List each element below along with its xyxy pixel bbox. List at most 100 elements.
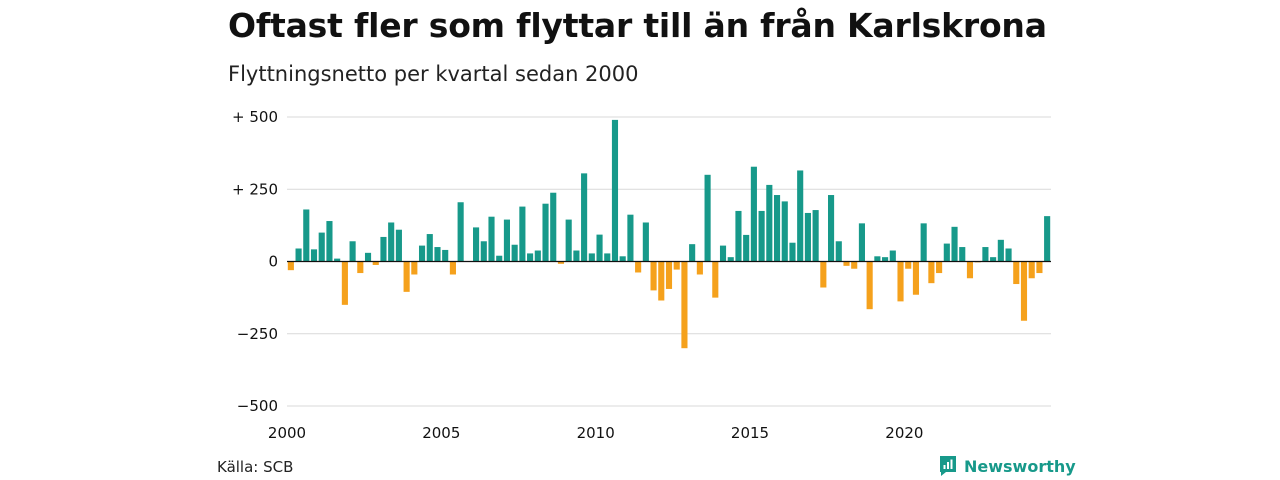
y-tick-label: + 250 [232,180,278,198]
bar-2003-Q4 [403,261,410,292]
bar-2004-Q3 [426,234,433,262]
y-tick-label: −250 [237,325,278,343]
bar-2021-Q3 [951,226,958,262]
bar-2009-Q3 [581,173,588,262]
bar-2023-Q3 [1013,261,1020,285]
bar-2013-Q1 [689,244,696,262]
bar-2011-Q2 [635,261,642,273]
bar-2003-Q3 [395,229,402,262]
bar-2008-Q1 [534,250,541,262]
chart-subtitle: Flyttningsnetto per kvartal sedan 2000 [228,62,639,86]
bar-2005-Q2 [449,261,456,275]
bar-2015-Q3 [766,184,773,262]
bar-2004-Q4 [434,247,441,262]
bar-2022-Q1 [966,261,974,279]
bar-2009-Q2 [573,250,580,262]
bar-2006-Q3 [488,216,495,262]
bar-2012-Q2 [665,261,673,289]
bar-2003-Q1 [380,236,387,262]
bar-2014-Q4 [743,234,750,262]
x-tick-label: 2010 [577,424,615,442]
bar-2018-Q2 [851,261,858,269]
y-axis-labels: + 500 + 250 0 −250 −500 [232,108,278,415]
bar-2020-Q1 [905,261,912,269]
brand-name: Newsworthy [964,456,1076,476]
bar-2002-Q2 [357,261,364,274]
x-tick-label: 2005 [422,424,460,442]
brand-logo[interactable]: Newsworthy [938,455,1076,477]
bar-2012-Q4 [681,261,688,349]
bar-2007-Q3 [519,206,526,262]
bar-2022-Q4 [990,257,997,262]
bar-2024-Q2 [1036,261,1043,274]
bar-2008-Q3 [550,192,557,262]
bar-2011-Q4 [650,261,657,291]
bar-2010-Q1 [596,234,603,262]
bar-2021-Q4 [959,247,966,262]
bar-2000-Q2 [295,248,302,262]
bar-2017-Q1 [812,210,819,262]
bar-2016-Q4 [804,212,811,262]
bar-2002-Q4 [372,261,379,265]
bar-2019-Q3 [889,250,896,262]
bar-2007-Q2 [511,244,518,262]
bar-2007-Q1 [503,219,510,262]
bar-2016-Q1 [781,201,788,262]
bar-2023-Q1 [997,239,1004,262]
bar-2014-Q2 [727,257,734,262]
bar-2013-Q2 [696,261,703,275]
bar-2012-Q3 [673,261,680,270]
source-note: Källa: SCB [217,458,294,476]
bar-2010-Q4 [619,256,626,262]
bar-2011-Q3 [642,222,649,262]
bar-2015-Q2 [758,210,765,262]
x-tick-label: 2000 [268,424,306,442]
bar-2022-Q3 [982,247,989,262]
bar-2024-Q3 [1044,216,1051,262]
bar-2018-Q3 [858,223,865,262]
x-tick-label: 2015 [731,424,769,442]
chart-title: Oftast fler som flyttar till än från Kar… [228,6,1047,45]
bar-2001-Q3 [334,258,341,262]
bar-2010-Q3 [611,119,619,262]
bar-2006-Q4 [496,255,503,262]
bar-2019-Q4 [897,261,904,302]
bar-2007-Q4 [527,253,534,262]
bar-2023-Q4 [1020,261,1028,321]
bar-2021-Q1 [936,261,943,274]
bar-2023-Q2 [1005,248,1012,262]
newsworthy-icon [940,456,956,476]
bar-2008-Q2 [542,203,549,262]
bar-2010-Q2 [604,253,611,262]
bar-2016-Q2 [789,242,796,262]
bar-2000-Q1 [287,261,294,271]
bar-2001-Q1 [318,232,325,262]
bar-2019-Q2 [882,257,889,262]
bar-2006-Q1 [473,227,480,262]
bar-2001-Q4 [341,261,348,305]
bar-2021-Q2 [943,243,950,262]
bar-2020-Q2 [912,261,920,295]
bar-2003-Q2 [388,222,395,262]
x-tick-label: 2020 [885,424,923,442]
bar-2004-Q2 [418,245,426,262]
bar-2014-Q1 [719,245,727,262]
bar-2014-Q3 [735,210,742,262]
bar-2008-Q4 [557,261,565,264]
bar-2002-Q3 [364,252,372,262]
bar-2011-Q1 [627,214,634,262]
bar-2009-Q4 [588,253,595,262]
bar-2001-Q2 [326,221,333,262]
bar-2013-Q3 [704,174,711,262]
bar-2016-Q3 [797,170,804,262]
bar-2000-Q3 [303,209,310,262]
bar-2018-Q4 [866,261,873,310]
bar-2017-Q4 [835,241,842,262]
bar-2013-Q4 [712,261,719,298]
bar-2006-Q2 [480,241,487,262]
bar-2000-Q4 [310,249,318,262]
y-tick-label: 0 [268,253,278,271]
bar-2017-Q3 [828,195,835,262]
bar-2009-Q1 [565,219,572,262]
bar-2020-Q3 [920,223,927,262]
